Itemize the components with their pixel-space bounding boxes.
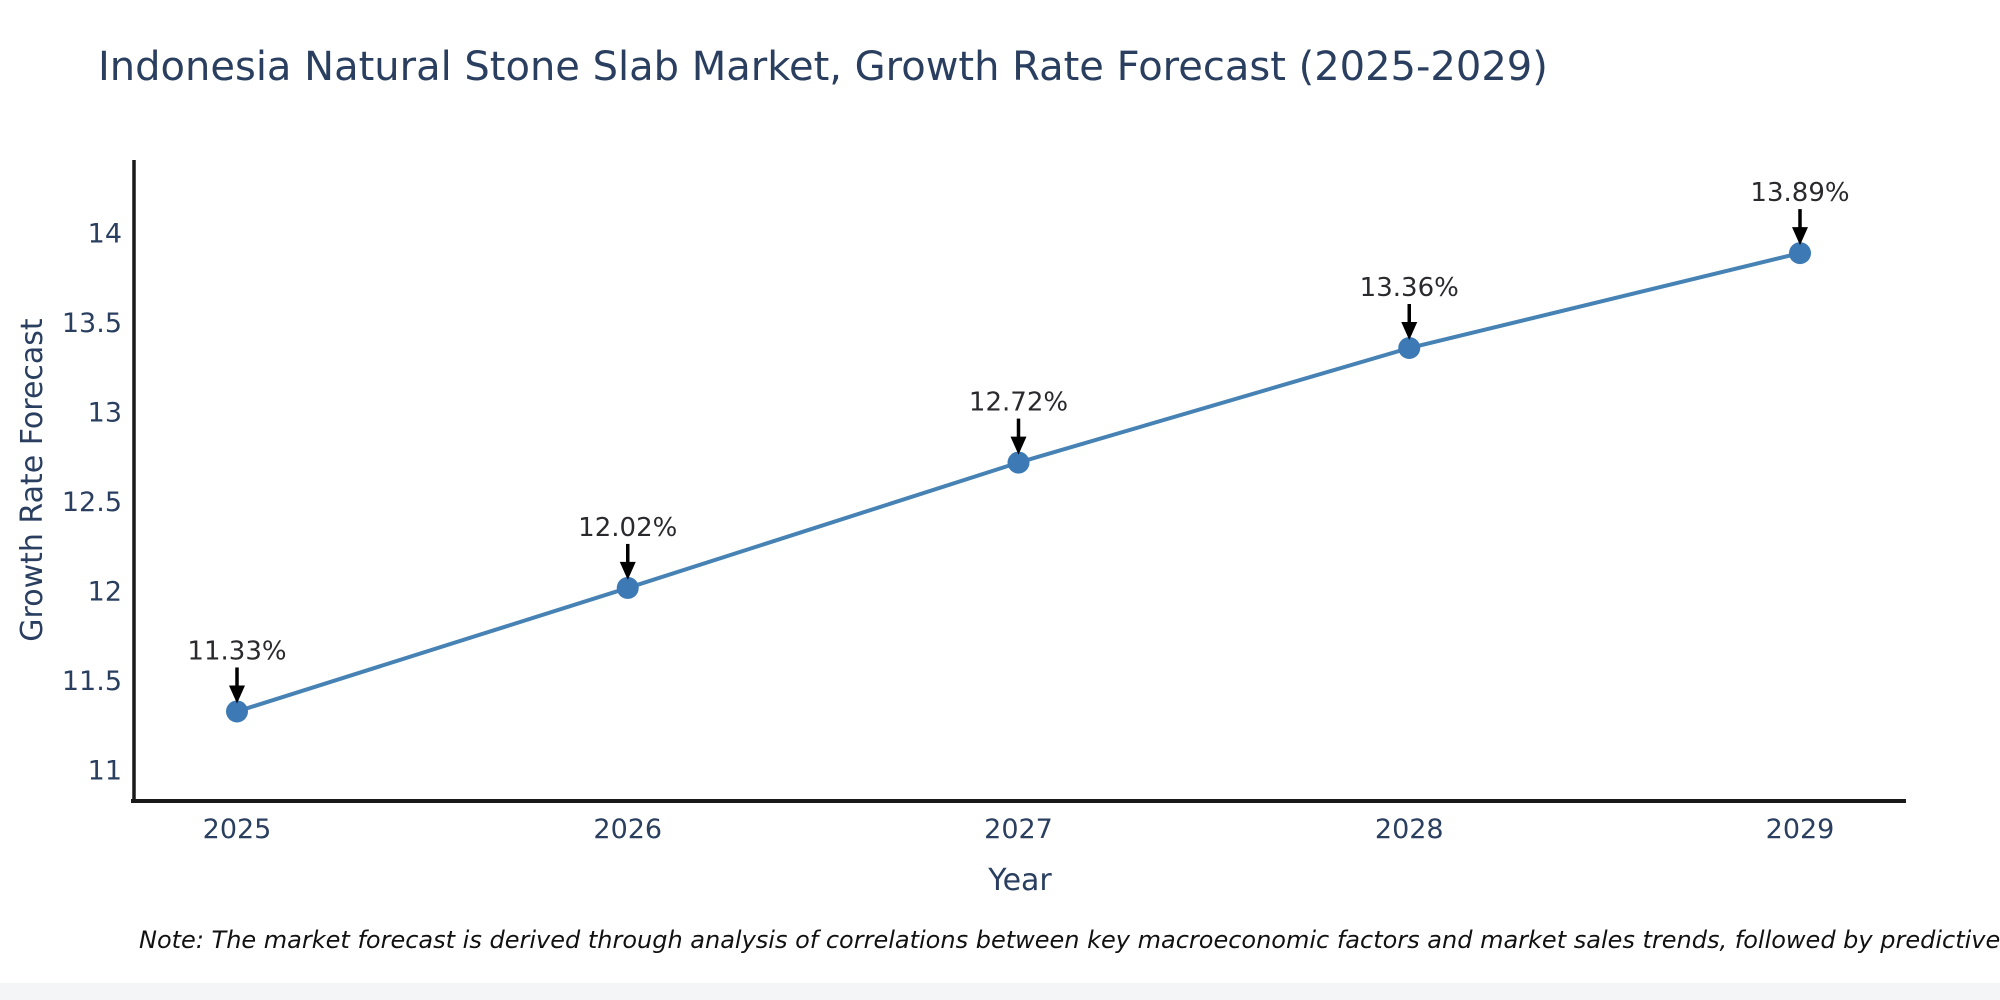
footnote: Note: The market forecast is derived thr… [139, 926, 2000, 954]
y-axis-title: Growth Rate Forecast [15, 318, 50, 642]
x-tick-label: 2026 [593, 814, 662, 845]
x-axis-title: Year [987, 863, 1052, 898]
annotation-label: 13.89% [1750, 178, 1849, 208]
data-point-marker [226, 700, 248, 723]
series-line [236, 251, 1801, 714]
data-point-marker [616, 576, 639, 599]
annotation-arrow-head [1401, 322, 1418, 341]
y-tick-label: 13.5 [62, 308, 122, 339]
data-point-marker [1789, 242, 1811, 265]
x-tick-label: 2028 [1375, 814, 1444, 845]
annotation-arrow-head [619, 561, 636, 580]
y-tick-label: 13 [88, 397, 122, 428]
y-tick-label: 11 [88, 756, 122, 787]
data-point-marker [1398, 337, 1421, 360]
data-point-annotations: 11.33% 12.02% 12.72% 13.36% 13.89% [187, 178, 1850, 704]
chart-title: Indonesia Natural Stone Slab Market, Gro… [98, 44, 1548, 90]
annotation-arrow-head [1792, 227, 1808, 246]
y-tick-label: 12 [88, 577, 122, 608]
y-tick-label: 14 [88, 218, 122, 249]
y-tick-label: 11.5 [62, 666, 122, 697]
annotation-label: 13.36% [1360, 273, 1459, 303]
data-point-marker [1007, 451, 1030, 474]
annotation-label: 12.72% [969, 388, 1068, 418]
data-series [226, 242, 1811, 723]
x-axis-tick-labels: 2025 2026 2027 2028 2029 [203, 814, 1835, 845]
x-tick-label: 2029 [1766, 814, 1835, 845]
annotation-arrow-head [1010, 436, 1027, 455]
x-tick-label: 2027 [984, 814, 1053, 845]
y-axis-tick-labels: 11 11.5 12 12.5 13 13.5 14 [62, 218, 122, 786]
y-tick-label: 12.5 [62, 487, 122, 518]
bottom-strip [0, 983, 2000, 1000]
annotation-label: 11.33% [187, 636, 286, 666]
x-tick-label: 2025 [203, 814, 272, 845]
annotation-arrow-head [229, 685, 245, 704]
annotation-label: 12.02% [578, 513, 677, 543]
